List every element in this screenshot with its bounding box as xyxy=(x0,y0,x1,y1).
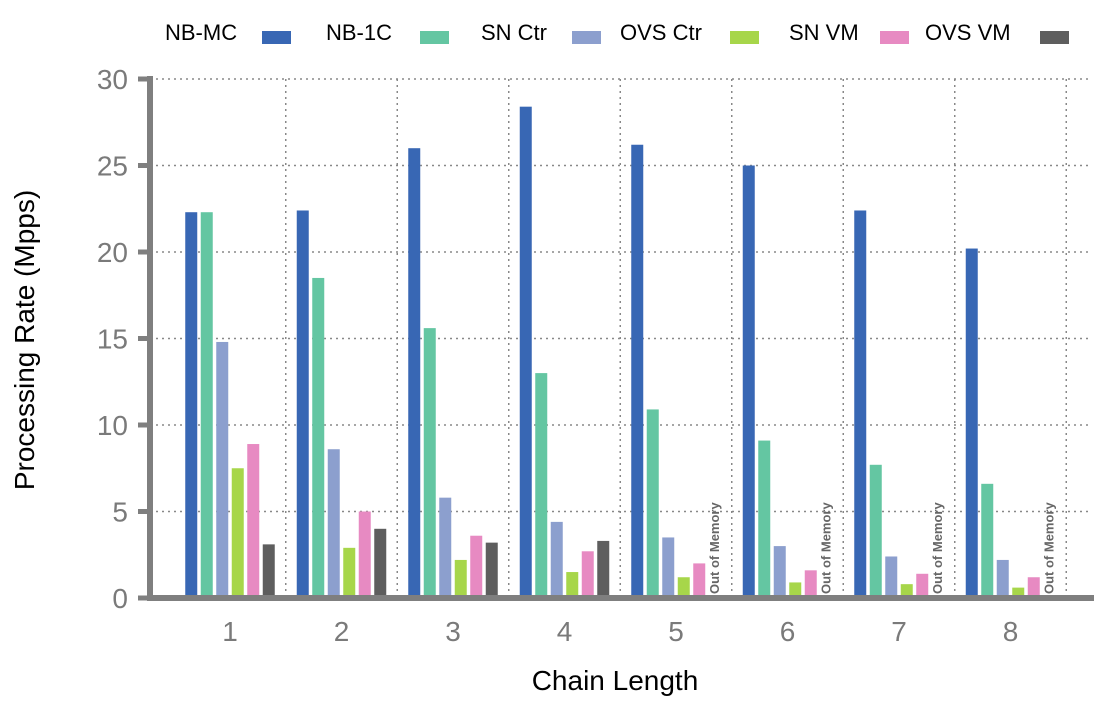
bar xyxy=(327,449,340,598)
y-axis-title: Processing Rate (Mpps) xyxy=(9,190,40,490)
bar xyxy=(677,577,690,598)
bar xyxy=(773,546,786,598)
legend-label: OVS Ctr xyxy=(620,20,702,45)
bar xyxy=(597,540,610,598)
x-tick-label: 7 xyxy=(891,616,907,647)
bar xyxy=(247,444,260,598)
legend-label: NB-1C xyxy=(326,20,392,45)
bar xyxy=(262,544,275,598)
bar xyxy=(454,559,467,598)
bar xyxy=(789,582,802,598)
bar xyxy=(185,212,198,598)
bar xyxy=(519,106,532,599)
y-tick-label: 30 xyxy=(97,64,128,95)
bar xyxy=(408,148,421,598)
gridlines xyxy=(150,78,1088,598)
bar xyxy=(758,440,771,598)
bar xyxy=(535,373,548,598)
legend-swatch xyxy=(420,31,449,44)
bar xyxy=(581,551,594,598)
bar xyxy=(485,542,498,598)
x-tick-label: 8 xyxy=(1003,616,1019,647)
bar xyxy=(374,528,387,598)
y-tick-label: 0 xyxy=(112,583,128,614)
x-tick-label: 2 xyxy=(334,616,350,647)
bar xyxy=(423,328,436,598)
legend-swatch xyxy=(1040,31,1069,44)
y-tick-label: 25 xyxy=(97,151,128,182)
out-of-memory-label: Out of Memory xyxy=(707,502,722,594)
bar xyxy=(869,464,882,598)
bar xyxy=(662,537,675,598)
bar xyxy=(358,511,371,598)
bars: Out of Memory Out of Memory Out of Memory O… xyxy=(185,106,1056,599)
bar xyxy=(693,563,706,598)
x-tick-label: 1 xyxy=(222,616,238,647)
x-tick-label: 6 xyxy=(780,616,796,647)
bar xyxy=(900,584,913,598)
legend-label: SN Ctr xyxy=(481,20,547,45)
out-of-memory-label: Out of Memory xyxy=(1041,502,1056,594)
legend-label: SN VM xyxy=(789,20,859,45)
bar xyxy=(566,572,579,598)
y-tick-label: 10 xyxy=(97,410,128,441)
x-axis-title: Chain Length xyxy=(532,665,699,696)
bar xyxy=(231,468,244,598)
legend-swatch xyxy=(880,31,909,44)
legend-label: OVS VM xyxy=(925,20,1011,45)
legend: NB-MC NB-1C SN Ctr OVS Ctr SN VM OVS VM xyxy=(165,20,1069,45)
legend-label: NB-MC xyxy=(165,20,237,45)
bar xyxy=(981,483,994,598)
bar xyxy=(312,277,325,598)
legend-swatch xyxy=(262,31,291,44)
bar xyxy=(439,497,452,598)
y-tick-label: 15 xyxy=(97,324,128,355)
axes: 0 5 10 15 20 25 30 1 2 3 4 5 6 7 8 xyxy=(97,64,1094,647)
bar xyxy=(1012,587,1025,598)
x-tick-label: 3 xyxy=(445,616,461,647)
x-tick-label: 4 xyxy=(557,616,573,647)
bar xyxy=(742,165,755,598)
bar xyxy=(965,248,978,599)
bar xyxy=(804,570,817,598)
bar xyxy=(343,547,356,598)
bar xyxy=(216,341,229,598)
y-tick-label: 20 xyxy=(97,237,128,268)
bar xyxy=(885,556,898,598)
out-of-memory-label: Out of Memory xyxy=(818,502,833,594)
out-of-memory-label: Out of Memory xyxy=(930,502,945,594)
bar xyxy=(996,559,1009,598)
bar xyxy=(550,521,563,598)
bar xyxy=(854,210,867,599)
bar xyxy=(200,212,213,598)
y-tick-label: 5 xyxy=(112,497,128,528)
bar xyxy=(470,535,483,598)
legend-swatch xyxy=(730,31,759,44)
legend-swatch xyxy=(572,31,601,44)
bar xyxy=(631,144,644,599)
bar xyxy=(646,409,659,598)
bar xyxy=(1027,577,1040,598)
bar xyxy=(916,573,929,598)
x-tick-label: 5 xyxy=(668,616,684,647)
bar xyxy=(296,210,309,599)
